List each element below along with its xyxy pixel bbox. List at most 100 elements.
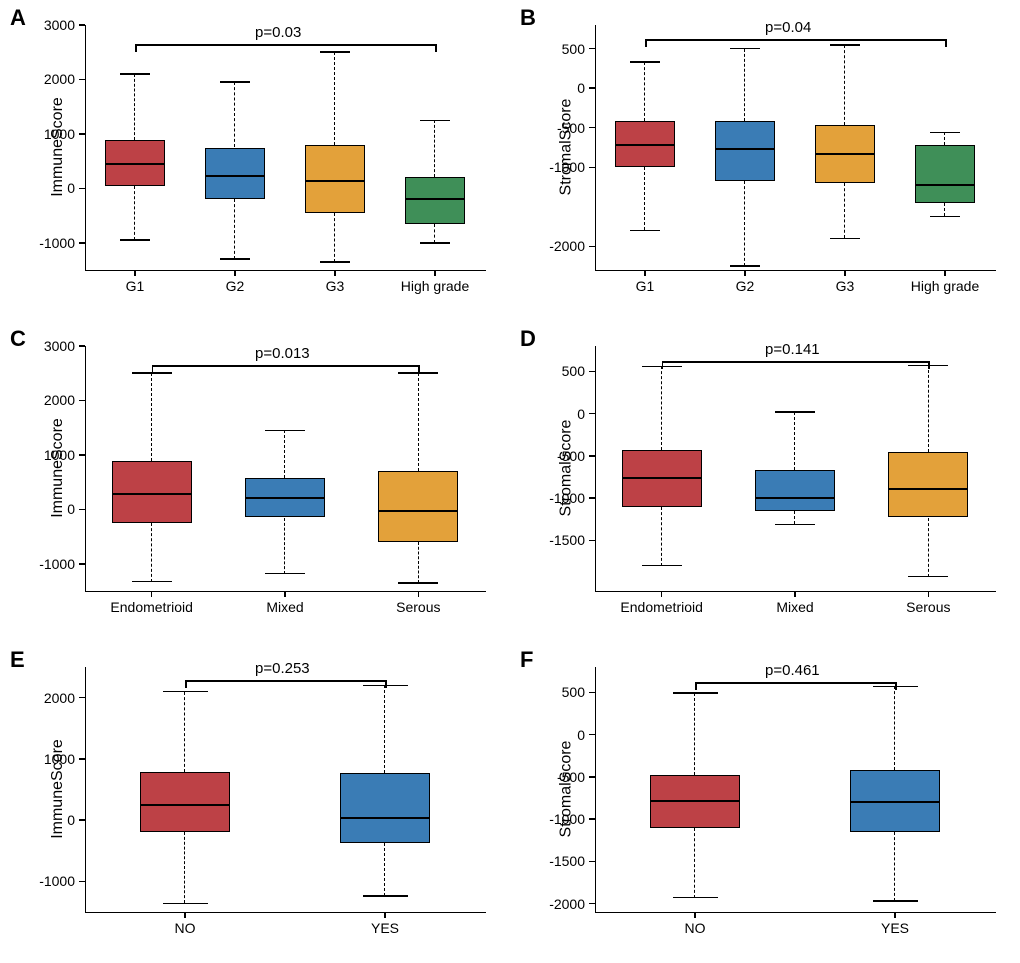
- y-tick-label: -2000: [540, 238, 585, 254]
- boxplot-box: [715, 121, 775, 181]
- x-tick: [661, 591, 663, 597]
- p-bracket: [135, 44, 435, 46]
- x-tick-label: Mixed: [735, 599, 855, 615]
- whisker: [234, 199, 235, 259]
- p-value-text: p=0.013: [255, 345, 310, 362]
- p-bracket: [928, 361, 930, 369]
- whisker-cap: [930, 132, 960, 134]
- y-tick: [589, 48, 595, 50]
- y-tick-label: -1500: [540, 853, 585, 869]
- y-tick-label: 1000: [30, 126, 75, 142]
- whisker: [234, 82, 235, 147]
- median-line: [715, 148, 775, 150]
- y-tick: [589, 167, 595, 169]
- p-bracket: [418, 365, 420, 373]
- y-tick-label: -1000: [540, 490, 585, 506]
- x-tick-label: High grade: [375, 278, 495, 294]
- p-bracket: [662, 361, 664, 369]
- whisker: [134, 186, 135, 240]
- x-tick: [234, 270, 236, 276]
- boxplot-box: [340, 773, 430, 843]
- p-bracket: [645, 39, 945, 41]
- y-tick: [79, 345, 85, 347]
- whisker: [944, 132, 945, 145]
- y-tick: [79, 697, 85, 699]
- median-line: [305, 180, 365, 182]
- whisker-cap: [220, 81, 250, 83]
- boxplot-box: [405, 177, 465, 223]
- whisker: [694, 693, 695, 775]
- whisker: [418, 373, 419, 471]
- whisker-cap: [220, 258, 250, 260]
- whisker: [894, 686, 895, 770]
- p-bracket: [695, 682, 895, 684]
- y-tick-label: 2000: [30, 71, 75, 87]
- y-tick: [79, 79, 85, 81]
- y-tick-label: 3000: [30, 338, 75, 354]
- y-tick: [589, 413, 595, 415]
- whisker: [928, 518, 929, 577]
- boxplot-box: [755, 470, 835, 511]
- y-tick-label: -500: [540, 769, 585, 785]
- x-tick-label: YES: [835, 920, 955, 936]
- whisker-cap: [673, 897, 718, 899]
- p-bracket: [185, 680, 385, 682]
- x-tick: [384, 912, 386, 918]
- x-tick-label: Endometrioid: [602, 599, 722, 615]
- boxplot-box: [378, 471, 458, 542]
- y-tick: [79, 188, 85, 190]
- whisker-cap: [908, 576, 948, 578]
- x-tick-label: NO: [635, 920, 755, 936]
- y-tick: [589, 87, 595, 89]
- x-tick-label: High grade: [885, 278, 1005, 294]
- y-tick: [79, 133, 85, 135]
- whisker: [284, 430, 285, 477]
- whisker: [744, 181, 745, 266]
- figure-container: AImmuneScore-10000100020003000G1G2G3High…: [0, 0, 1020, 963]
- y-tick: [79, 563, 85, 565]
- boxplot-box: [205, 148, 265, 200]
- whisker-cap: [630, 61, 660, 63]
- boxplot-box: [915, 145, 975, 203]
- y-tick: [589, 692, 595, 694]
- x-tick: [418, 591, 420, 597]
- median-line: [140, 804, 230, 806]
- y-tick-label: -2000: [540, 896, 585, 912]
- y-tick: [589, 861, 595, 863]
- whisker-cap: [420, 120, 450, 122]
- y-axis-label: StromalScore: [557, 98, 575, 195]
- median-line: [105, 163, 165, 165]
- x-tick: [944, 270, 946, 276]
- x-tick: [434, 270, 436, 276]
- y-tick: [79, 242, 85, 244]
- whisker: [334, 213, 335, 262]
- y-tick: [589, 734, 595, 736]
- whisker: [151, 373, 152, 461]
- whisker-cap: [265, 430, 305, 432]
- panel-label-C: C: [10, 326, 26, 352]
- median-line: [888, 488, 968, 490]
- median-line: [615, 144, 675, 146]
- p-bracket: [895, 682, 897, 690]
- y-tick: [589, 776, 595, 778]
- median-line: [650, 800, 740, 802]
- y-tick: [589, 455, 595, 457]
- x-tick-label: Mixed: [225, 599, 345, 615]
- whisker-cap: [775, 411, 815, 413]
- panel-label-E: E: [10, 647, 25, 673]
- boxplot-box: [305, 145, 365, 213]
- y-tick: [79, 819, 85, 821]
- x-tick-label: Endometrioid: [92, 599, 212, 615]
- y-tick-label: 0: [540, 80, 585, 96]
- whisker: [794, 511, 795, 525]
- x-tick: [794, 591, 796, 597]
- whisker: [384, 843, 385, 896]
- y-tick-label: 1000: [30, 751, 75, 767]
- whisker-cap: [642, 565, 682, 567]
- whisker: [184, 832, 185, 903]
- y-tick-label: 0: [540, 406, 585, 422]
- whisker-cap: [930, 216, 960, 218]
- y-tick-label: -500: [540, 448, 585, 464]
- whisker: [334, 52, 335, 145]
- whisker-cap: [830, 44, 860, 46]
